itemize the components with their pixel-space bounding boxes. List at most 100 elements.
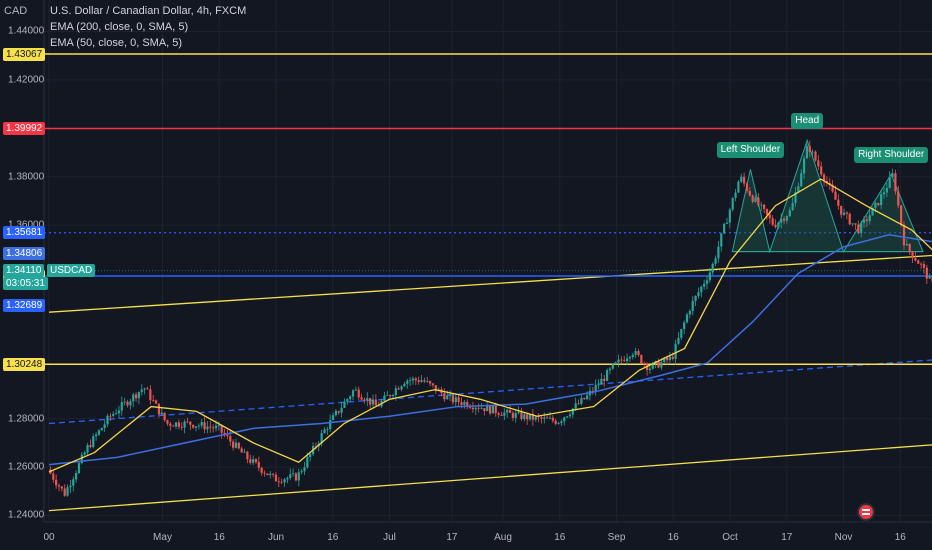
candle-body bbox=[152, 400, 155, 401]
candle-body bbox=[517, 411, 520, 414]
candle-body bbox=[802, 158, 806, 174]
countdown-badge: 03:05:31 bbox=[3, 277, 48, 291]
level-price-badge: 1.35681 bbox=[3, 226, 46, 240]
candle-body bbox=[294, 473, 298, 481]
x-tick-label: 16 bbox=[554, 532, 566, 543]
candle-body bbox=[594, 384, 597, 392]
candle-body bbox=[657, 361, 660, 368]
symbol-title[interactable]: U.S. Dollar / Canadian Dollar, 4h, FXCM bbox=[50, 5, 247, 17]
candle-body bbox=[483, 408, 486, 412]
candle-body bbox=[703, 283, 706, 287]
candle-body bbox=[417, 380, 420, 383]
candle-body bbox=[429, 381, 432, 384]
candle-body bbox=[457, 397, 460, 403]
candle-body bbox=[423, 380, 426, 382]
candle-body bbox=[169, 423, 172, 426]
candle-body bbox=[277, 481, 280, 483]
candle-body bbox=[326, 429, 329, 430]
candle-body bbox=[528, 413, 532, 420]
candle-body bbox=[209, 426, 212, 428]
candle-body bbox=[928, 276, 931, 279]
events-icon[interactable] bbox=[857, 503, 875, 521]
ema50-legend[interactable]: EMA (50, close, 0, SMA, 5) bbox=[50, 37, 183, 49]
candle-body bbox=[414, 378, 417, 381]
candle-body bbox=[568, 414, 572, 417]
candle-body bbox=[557, 423, 560, 424]
candle-body bbox=[563, 417, 566, 422]
y-tick-label: 1.38000 bbox=[8, 171, 45, 183]
x-tick-label: 00 bbox=[43, 532, 55, 543]
candle-body bbox=[266, 473, 269, 476]
candle-body bbox=[232, 441, 235, 448]
candle-body bbox=[831, 184, 834, 192]
x-tick-label: 17 bbox=[781, 532, 793, 543]
candle-body bbox=[745, 183, 749, 191]
candle-body bbox=[526, 414, 529, 420]
candle-body bbox=[297, 472, 300, 481]
candle-body bbox=[369, 398, 372, 405]
candle-body bbox=[214, 425, 218, 429]
candle-body bbox=[520, 411, 523, 419]
candle-body bbox=[351, 390, 355, 397]
candle-body bbox=[902, 224, 906, 246]
pattern-callout[interactable]: Left Shoulder bbox=[716, 142, 785, 159]
candle-body bbox=[149, 389, 152, 401]
candle-body bbox=[725, 222, 729, 224]
candle-body bbox=[331, 415, 335, 420]
candle-body bbox=[577, 403, 580, 405]
candle-body bbox=[920, 263, 923, 265]
candle-body bbox=[523, 414, 526, 419]
candle-body bbox=[229, 436, 232, 442]
ema50-line bbox=[48, 178, 932, 473]
chart-grid bbox=[44, 0, 932, 522]
candle-body bbox=[546, 417, 549, 419]
candle-body bbox=[329, 419, 332, 430]
pattern-callout[interactable]: Right Shoulder bbox=[854, 147, 929, 164]
candle-body bbox=[605, 370, 609, 381]
candle-body bbox=[323, 429, 326, 434]
candle-body bbox=[123, 401, 126, 403]
candle-body bbox=[777, 222, 780, 228]
candle-body bbox=[711, 263, 714, 273]
candle-body bbox=[731, 197, 734, 210]
candle-body bbox=[334, 411, 337, 416]
candle-body bbox=[177, 422, 180, 427]
candle-body bbox=[822, 174, 826, 182]
candle-body bbox=[306, 457, 309, 468]
candle-body bbox=[817, 160, 820, 167]
candle-body bbox=[743, 176, 746, 184]
x-tick-label: Nov bbox=[834, 532, 853, 543]
candle-body bbox=[274, 474, 278, 482]
candle-body bbox=[406, 380, 409, 384]
candle-body bbox=[389, 395, 392, 397]
candle-body bbox=[908, 243, 911, 252]
pattern-callout[interactable]: Head bbox=[791, 113, 824, 130]
candle-body bbox=[882, 192, 886, 195]
candle-body bbox=[811, 151, 814, 153]
candle-body bbox=[837, 199, 840, 206]
y-tick-label: 1.42000 bbox=[8, 74, 45, 86]
candle-body bbox=[808, 146, 811, 153]
candle-body bbox=[126, 401, 129, 406]
candle-body bbox=[603, 378, 606, 381]
candle-body bbox=[791, 202, 794, 211]
y-tick-label: 1.36000 bbox=[8, 219, 45, 231]
candle-body bbox=[785, 216, 789, 221]
candle-body bbox=[608, 368, 612, 371]
candle-body bbox=[805, 146, 809, 159]
candle-body bbox=[474, 407, 477, 410]
ema200-legend[interactable]: EMA (200, close, 0, SMA, 5) bbox=[50, 21, 189, 33]
candle-body bbox=[103, 424, 106, 429]
candle-body bbox=[874, 202, 877, 208]
candle-body bbox=[57, 485, 61, 487]
candle-body bbox=[885, 187, 888, 193]
candle-body bbox=[665, 357, 669, 361]
candle-body bbox=[668, 356, 671, 361]
candle-body bbox=[411, 378, 415, 381]
candle-body bbox=[768, 214, 771, 219]
candle-body bbox=[540, 417, 543, 419]
candle-body bbox=[206, 426, 209, 430]
candle-body bbox=[503, 412, 506, 416]
candle-body bbox=[737, 181, 740, 193]
